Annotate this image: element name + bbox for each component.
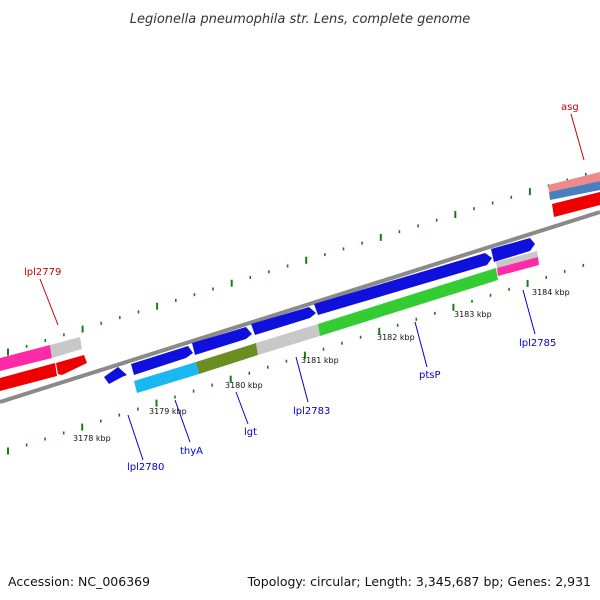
gene-thyA-arrow[interactable] [131,346,193,375]
gene-asg-pink[interactable] [548,172,600,192]
backbone [0,210,600,404]
gene-lpl2779-red[interactable] [0,363,57,391]
scale-label-3178: 3178 kbp [73,434,111,443]
gene-asg-red[interactable] [552,192,600,217]
gene-lpl2780-arrow[interactable] [104,367,127,384]
gene-ptsP-arrow[interactable] [314,253,492,315]
gene-labels: lpl2779 asg lpl2780 thyA lgt lpl2783 pts… [24,102,579,473]
scale-label-3183: 3183 kbp [454,310,492,319]
cog-band [134,251,539,393]
scale-label-3182: 3182 kbp [377,333,415,342]
accession-text: Accession: NC_006369 [8,574,151,589]
band-grey[interactable] [256,324,320,355]
gene-label-lpl2785[interactable]: lpl2785 [519,338,556,349]
gene-label-lpl2780[interactable]: lpl2780 [127,462,164,473]
scale-label-3180: 3180 kbp [225,381,263,390]
gene-label-ptsP[interactable]: ptsP [419,370,441,381]
band-olive[interactable] [196,343,258,374]
gene-lgt-arrow[interactable] [192,327,252,355]
scale-labels: 3178 kbp 3179 kbp 3180 kbp 3181 kbp 3182… [73,288,570,443]
map-title: Legionella pneumophila str. Lens, comple… [130,12,471,27]
gene-label-asg[interactable]: asg [561,102,579,113]
band-green[interactable] [318,268,498,336]
band-grey-end[interactable] [496,251,538,268]
outer-tick-track [7,172,587,356]
leader-lines [39,113,585,461]
gene-lpl2779b-red[interactable] [56,355,87,375]
inner-tick-track [7,263,585,455]
band-cyan[interactable] [134,362,199,393]
gene-lpl2785-arrow[interactable] [491,238,535,262]
gene-asg-steel[interactable] [549,181,600,200]
scale-label-3184: 3184 kbp [532,288,570,297]
gene-lpl2783-arrow[interactable] [251,307,316,335]
gene-label-lpl2783[interactable]: lpl2783 [293,406,330,417]
topology-text: Topology: circular; Length: 3,345,687 bp… [247,574,591,589]
blue-gene-row [104,238,535,384]
band-pink-end[interactable] [497,257,539,276]
gene-label-lpl2779[interactable]: lpl2779 [24,267,61,278]
scale-label-3179: 3179 kbp [149,407,187,416]
gene-label-lgt[interactable]: lgt [244,427,257,438]
scale-label-3181: 3181 kbp [301,356,339,365]
upper-features [0,172,600,391]
gene-lpl2779-pink[interactable] [0,345,52,371]
gene-lpl2779-grey[interactable] [50,337,82,358]
gene-label-thyA[interactable]: thyA [180,446,203,457]
